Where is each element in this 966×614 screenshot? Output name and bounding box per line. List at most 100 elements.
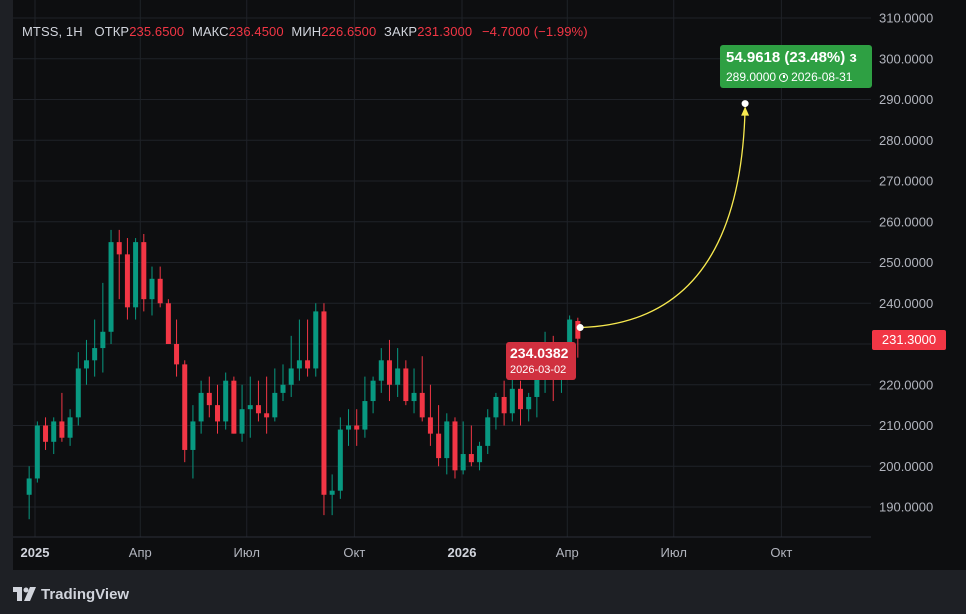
candle[interactable] — [346, 409, 352, 446]
candle[interactable] — [296, 319, 302, 381]
candle[interactable] — [378, 348, 384, 393]
price-tick-label: 260.0000 — [879, 214, 933, 229]
candle[interactable] — [427, 384, 433, 446]
candle-body — [34, 425, 40, 479]
projection-target-label[interactable]: 54.9618 (23.48%) з 289.0000 2026-08-31 — [720, 45, 872, 88]
projection-target-date: 2026-08-31 — [791, 70, 853, 84]
candle[interactable] — [485, 409, 491, 455]
projection-end-handle[interactable] — [741, 100, 749, 108]
high-label: МАКС — [191, 24, 229, 39]
candle[interactable] — [34, 421, 40, 483]
candle[interactable] — [124, 238, 130, 320]
candle[interactable] — [190, 405, 196, 479]
candle-body — [354, 425, 360, 430]
projection-start-date: 2026-03-02 — [510, 364, 567, 376]
candle-body — [182, 364, 188, 450]
candle[interactable] — [255, 380, 261, 422]
candle[interactable] — [182, 360, 188, 463]
candle-body — [427, 417, 433, 434]
candle-body — [296, 360, 302, 369]
candle-body — [346, 425, 352, 430]
candle[interactable] — [370, 376, 376, 414]
time-axis[interactable]: 2025 Апр Июл Окт 2026 Апр Июл Окт — [21, 545, 793, 560]
candle[interactable] — [165, 299, 171, 344]
candle[interactable] — [460, 421, 466, 475]
candle-series[interactable] — [26, 229, 581, 520]
candle[interactable] — [305, 319, 311, 377]
candle[interactable] — [477, 441, 483, 471]
candle[interactable] — [198, 380, 204, 434]
price-axis[interactable]: 190.0000200.0000210.0000220.0000230.0000… — [879, 11, 933, 515]
candle[interactable] — [436, 405, 442, 467]
candle[interactable] — [59, 392, 65, 442]
candle[interactable] — [419, 356, 425, 422]
candle[interactable] — [92, 319, 98, 377]
price-tick-label: 290.0000 — [879, 92, 933, 107]
candle[interactable] — [468, 425, 474, 467]
price-tick-label: 250.0000 — [879, 255, 933, 270]
candle[interactable] — [354, 409, 360, 446]
candle[interactable] — [264, 376, 270, 434]
candle[interactable] — [501, 380, 507, 426]
candle-body — [206, 392, 212, 406]
candle[interactable] — [313, 303, 319, 377]
candle-body — [567, 319, 573, 344]
candle[interactable] — [526, 392, 532, 422]
candle[interactable] — [67, 409, 73, 446]
symbol-label[interactable]: MTSS, 1H — [22, 24, 83, 39]
candle[interactable] — [452, 417, 458, 479]
candle[interactable] — [280, 364, 286, 402]
candle-body — [493, 396, 499, 418]
candle[interactable] — [231, 376, 237, 434]
candle[interactable] — [517, 380, 523, 426]
candle[interactable] — [26, 466, 32, 520]
candle-body — [370, 380, 376, 402]
candle-body — [337, 429, 343, 491]
candle[interactable] — [386, 339, 392, 402]
candle[interactable] — [444, 413, 450, 475]
candle[interactable] — [493, 392, 499, 430]
candle[interactable] — [116, 229, 122, 300]
candle[interactable] — [214, 384, 220, 434]
candle[interactable] — [51, 417, 57, 455]
candle-body — [436, 433, 442, 459]
candle[interactable] — [141, 233, 147, 312]
chart-panel[interactable]: 190.0000200.0000210.0000220.0000230.0000… — [13, 0, 966, 570]
candle-body — [108, 242, 114, 332]
candle[interactable] — [509, 376, 515, 422]
candle[interactable] — [157, 266, 163, 308]
candle[interactable] — [100, 282, 106, 373]
candlestick-chart[interactable]: 190.0000200.0000210.0000220.0000230.0000… — [13, 0, 966, 570]
time-tick-label: 2025 — [21, 545, 50, 560]
candle[interactable] — [288, 335, 294, 397]
candle[interactable] — [108, 229, 114, 344]
projection-start-handle[interactable] — [576, 324, 584, 332]
projection-curve[interactable] — [580, 107, 746, 329]
candle[interactable] — [43, 417, 49, 450]
candle[interactable] — [337, 417, 343, 499]
candle[interactable] — [321, 303, 327, 516]
candle[interactable] — [272, 368, 278, 422]
candle[interactable] — [149, 266, 155, 316]
candle[interactable] — [239, 384, 245, 442]
last-price-tag: 231.3000 — [872, 330, 946, 350]
candle[interactable] — [575, 317, 581, 358]
candle[interactable] — [247, 376, 253, 438]
candle-body — [526, 396, 532, 410]
candle[interactable] — [206, 376, 212, 418]
candle[interactable] — [223, 372, 229, 430]
candle[interactable] — [362, 376, 368, 438]
candle[interactable] — [403, 360, 409, 406]
candle[interactable] — [411, 368, 417, 414]
projection-start-label[interactable]: 234.0382 2026-03-02 — [506, 342, 576, 380]
candle[interactable] — [329, 474, 335, 516]
candle[interactable] — [83, 339, 89, 385]
candle-body — [92, 348, 98, 361]
chart-grid — [13, 0, 871, 537]
tradingview-logo[interactable]: TradingView — [13, 584, 129, 604]
candle[interactable] — [174, 319, 180, 377]
candle[interactable] — [133, 238, 139, 320]
candle[interactable] — [75, 352, 81, 426]
candle[interactable] — [395, 348, 401, 397]
